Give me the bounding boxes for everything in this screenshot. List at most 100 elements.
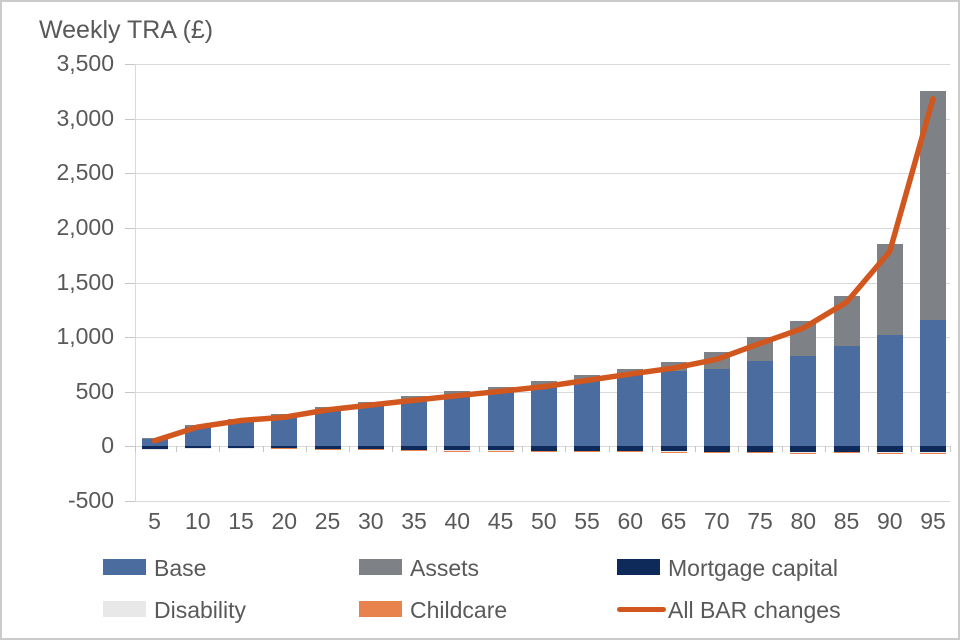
gridline--500 xyxy=(135,501,950,502)
bar-segment-mortgage-capital xyxy=(271,446,298,448)
x-axis-label: 5 xyxy=(148,508,161,534)
bar-segment-base xyxy=(660,370,687,447)
bar-segment-base xyxy=(876,334,903,447)
plot-area xyxy=(135,64,951,502)
gridline-2500 xyxy=(135,173,950,175)
x-tick xyxy=(135,446,136,453)
y-axis-label: 2,500 xyxy=(56,159,114,186)
legend-color-swatch xyxy=(103,559,146,575)
y-axis-label: 2,000 xyxy=(56,213,114,240)
bar-segment-assets xyxy=(530,381,557,387)
x-tick xyxy=(305,446,307,453)
x-axis-label: 80 xyxy=(790,508,817,534)
bar-segment-base xyxy=(487,391,514,447)
chart-title: Weekly TRA (£) xyxy=(39,16,214,44)
bar-segment-mortgage-capital xyxy=(141,446,168,449)
y-tick-3500 xyxy=(125,64,135,65)
bar-segment-mortgage-capital xyxy=(617,446,644,451)
y-tick--500 xyxy=(125,501,135,502)
bar-segment-mortgage-capital xyxy=(660,446,687,452)
bar-segment-mortgage-capital xyxy=(920,446,946,453)
gridline-3500 xyxy=(135,64,950,65)
x-tick xyxy=(608,446,610,453)
bar-segment-mortgage-capital xyxy=(184,446,211,448)
x-axis-label: 25 xyxy=(314,508,341,534)
bar-segment-mortgage-capital xyxy=(790,446,817,453)
bar-segment-childcare xyxy=(530,451,557,452)
bar-segment-mortgage-capital xyxy=(833,446,860,452)
bar-segment-mortgage-capital xyxy=(876,446,903,453)
legend-label: Base xyxy=(154,555,207,581)
bar-segment-mortgage-capital xyxy=(703,446,730,452)
legend-color-swatch xyxy=(359,559,402,575)
bar-segment-mortgage-capital xyxy=(357,446,384,449)
bar-segment-base xyxy=(444,395,471,447)
bar-segment-mortgage-capital xyxy=(444,446,471,451)
bar-segment-childcare xyxy=(833,452,860,454)
bar-segment-base xyxy=(703,368,730,447)
bar-segment-mortgage-capital xyxy=(747,446,773,452)
bar-segment-base xyxy=(271,416,298,447)
x-tick xyxy=(824,446,826,453)
bar-segment-childcare xyxy=(617,451,644,452)
gridline-2000 xyxy=(135,227,950,229)
legend-color-swatch xyxy=(617,559,660,575)
x-tick xyxy=(950,446,951,453)
x-axis-label: 10 xyxy=(184,508,211,534)
bar-segment-childcare xyxy=(876,452,903,454)
bar-segment-base xyxy=(401,399,427,447)
bar-segment-base xyxy=(184,427,211,447)
x-tick xyxy=(868,446,870,453)
x-tick xyxy=(695,446,697,453)
bar-segment-base xyxy=(314,410,341,447)
x-tick xyxy=(219,446,221,453)
y-axis-label: 3,500 xyxy=(56,50,114,76)
y-tick-2500 xyxy=(125,173,135,175)
x-tick xyxy=(392,446,394,453)
x-tick xyxy=(911,446,913,453)
bar-segment-base xyxy=(747,361,773,447)
bar-segment-childcare xyxy=(401,449,427,451)
legend-line-swatch xyxy=(617,607,666,612)
y-tick-2000 xyxy=(125,227,135,229)
legend-label: Assets xyxy=(410,555,480,581)
bar-segment-base xyxy=(833,345,860,447)
bar-segment-mortgage-capital xyxy=(401,446,427,450)
bar-segment-childcare xyxy=(790,452,817,454)
x-tick xyxy=(738,446,740,453)
legend-label: Disability xyxy=(154,597,247,623)
all-bar-changes-line xyxy=(151,95,936,444)
x-axis-label: 65 xyxy=(660,508,687,534)
x-tick xyxy=(565,446,567,453)
legend-label: All BAR changes xyxy=(668,597,841,623)
legend-label: Mortgage capital xyxy=(668,555,839,581)
x-axis-label: 15 xyxy=(228,508,254,534)
x-tick xyxy=(435,446,437,453)
y-axis-label: 0 xyxy=(101,432,114,459)
x-axis-label: 55 xyxy=(574,508,600,534)
bar-segment-base xyxy=(530,386,557,447)
y-axis-label: 1,500 xyxy=(56,268,114,295)
x-axis-label: 30 xyxy=(357,508,384,534)
y-tick-500 xyxy=(125,391,135,393)
y-axis-label: 1,000 xyxy=(56,323,114,350)
x-axis-label: 45 xyxy=(487,508,514,534)
y-tick-3000 xyxy=(125,118,135,120)
y-axis-label: -500 xyxy=(67,487,114,513)
gridline-1000 xyxy=(135,337,950,339)
x-axis-label: 70 xyxy=(703,508,730,534)
bar-segment-childcare xyxy=(660,451,687,453)
bar-segment-base xyxy=(357,405,384,447)
y-tick-1500 xyxy=(125,282,135,284)
x-tick xyxy=(522,446,524,453)
x-tick xyxy=(262,446,264,453)
x-axis-label: 50 xyxy=(530,508,557,534)
bar-segment-base xyxy=(617,375,644,447)
gridline-1500 xyxy=(135,282,950,284)
x-axis-label: 90 xyxy=(876,508,903,534)
bar-segment-mortgage-capital xyxy=(574,446,600,451)
bar-segment-base xyxy=(920,319,946,447)
x-tick xyxy=(176,446,178,453)
bar-segment-childcare xyxy=(920,452,946,454)
